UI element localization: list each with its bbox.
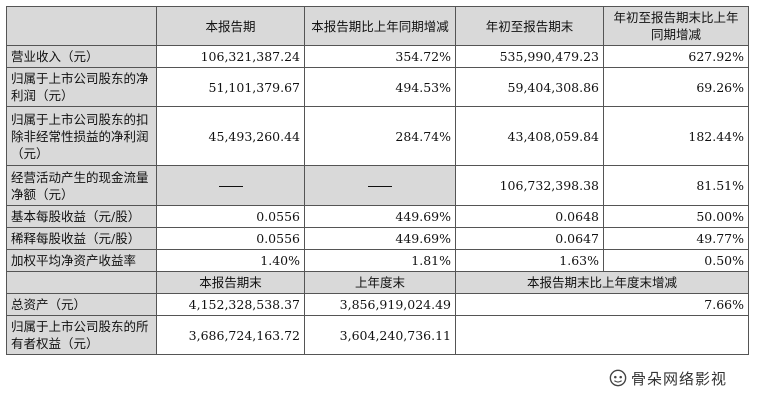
financial-data-table: 本报告期 本报告期比上年同期增减 年初至报告期末 年初至报告期末比上年同期增减 … <box>6 6 749 355</box>
header-ytd-change: 年初至报告期末比上年同期增减 <box>603 6 749 46</box>
table-cell: 51,101,379.67 <box>156 67 305 107</box>
table-cell: 1.40% <box>156 249 305 272</box>
header-empty-cell <box>6 271 157 294</box>
table-cell: 3,856,919,024.49 <box>304 293 456 316</box>
header-row-2: 本报告期末 上年度末 本报告期末比上年度末增减 <box>6 271 749 294</box>
row-label: 稀释每股收益（元/股） <box>6 227 157 250</box>
table-cell: 0.0556 <box>156 227 305 250</box>
dash-mark <box>218 186 243 187</box>
table-cell: 7.66% <box>455 293 749 316</box>
table-cell: 284.74% <box>304 106 456 166</box>
table-row: 归属于上市公司股东的所有者权益（元） 3,686,724,163.72 3,60… <box>6 315 749 355</box>
table-cell: 69.26% <box>603 67 749 107</box>
table-row: 总资产（元） 4,152,328,538.37 3,856,919,024.49… <box>6 293 749 316</box>
table-cell: 50.00% <box>603 205 749 228</box>
header-current-period-change: 本报告期比上年同期增减 <box>304 6 456 46</box>
table-cell: 354.72% <box>304 45 456 68</box>
table-cell: 59,404,308.86 <box>455 67 604 107</box>
table-row: 归属于上市公司股东的净利润（元） 51,101,379.67 494.53% 5… <box>6 67 749 107</box>
table-cell: 81.51% <box>603 165 749 206</box>
table-cell: 43,408,059.84 <box>455 106 604 166</box>
table-cell: 4,152,328,538.37 <box>156 293 305 316</box>
table-cell: 627.92% <box>603 45 749 68</box>
watermark-text: 骨朵网络影视 <box>631 369 728 388</box>
table-cell: 449.69% <box>304 227 456 250</box>
table-cell: 45,493,260.44 <box>156 106 305 166</box>
table-row: 经营活动产生的现金流量净额（元） 106,732,398.38 81.51% <box>6 165 749 206</box>
table-cell: 0.0648 <box>455 205 604 228</box>
header-period-end: 本报告期末 <box>156 271 305 294</box>
header-period-end-change: 本报告期末比上年度末增减 <box>455 271 749 294</box>
watermark: 骨朵网络影视 <box>609 367 749 389</box>
row-label: 归属于上市公司股东的扣除非经常性损益的净利润（元） <box>6 106 157 166</box>
table-cell: 0.50% <box>603 249 749 272</box>
table-cell <box>455 315 749 355</box>
table-cell: 1.81% <box>304 249 456 272</box>
table-cell: 1.63% <box>455 249 604 272</box>
table-cell: 106,321,387.24 <box>156 45 305 68</box>
table-cell: 0.0647 <box>455 227 604 250</box>
table-row: 营业收入（元） 106,321,387.24 354.72% 535,990,4… <box>6 45 749 68</box>
table-cell-dash <box>156 165 305 206</box>
table-cell: 182.44% <box>603 106 749 166</box>
table-row: 稀释每股收益（元/股） 0.0556 449.69% 0.0647 49.77% <box>6 227 749 250</box>
table-cell: 49.77% <box>603 227 749 250</box>
table-cell: 535,990,479.23 <box>455 45 604 68</box>
header-empty-cell <box>6 6 157 46</box>
dash-mark <box>368 186 392 187</box>
table-cell: 494.53% <box>304 67 456 107</box>
row-label: 基本每股收益（元/股） <box>6 205 157 228</box>
header-last-year-end: 上年度末 <box>304 271 456 294</box>
table-cell: 449.69% <box>304 205 456 228</box>
row-label: 归属于上市公司股东的净利润（元） <box>6 67 157 107</box>
header-row: 本报告期 本报告期比上年同期增减 年初至报告期末 年初至报告期末比上年同期增减 <box>6 6 749 46</box>
row-label: 总资产（元） <box>6 293 157 316</box>
header-current-period: 本报告期 <box>156 6 305 46</box>
table-cell: 106,732,398.38 <box>455 165 604 206</box>
table-cell: 0.0556 <box>156 205 305 228</box>
table-cell-dash <box>304 165 456 206</box>
table-row: 加权平均净资产收益率 1.40% 1.81% 1.63% 0.50% <box>6 249 749 272</box>
row-label: 经营活动产生的现金流量净额（元） <box>6 165 157 206</box>
table-row: 基本每股收益（元/股） 0.0556 449.69% 0.0648 50.00% <box>6 205 749 228</box>
table-row: 归属于上市公司股东的扣除非经常性损益的净利润（元） 45,493,260.44 … <box>6 106 749 166</box>
row-label: 归属于上市公司股东的所有者权益（元） <box>6 315 157 355</box>
row-label: 营业收入（元） <box>6 45 157 68</box>
header-ytd: 年初至报告期末 <box>455 6 604 46</box>
table-cell: 3,686,724,163.72 <box>156 315 305 355</box>
row-label: 加权平均净资产收益率 <box>6 249 157 272</box>
table-cell: 3,604,240,736.11 <box>304 315 456 355</box>
wechat-icon <box>609 369 627 387</box>
